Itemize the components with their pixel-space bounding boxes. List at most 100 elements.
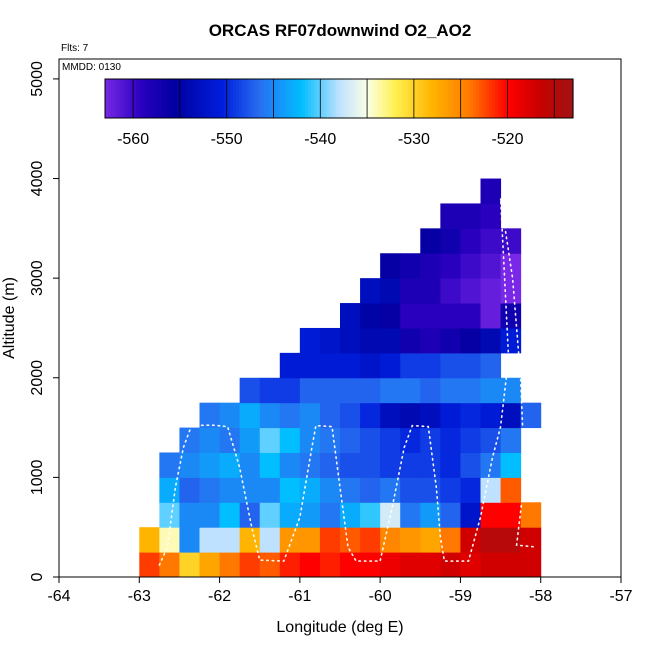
heatmap-cell-3-12 — [400, 477, 421, 503]
heatmap-cell-7-11 — [460, 377, 481, 404]
heatmap-cell-8-4 — [360, 352, 381, 379]
heatmap-cell-1-19 — [520, 527, 542, 553]
colorbar-segment-36 — [217, 79, 222, 118]
heatmap-cell-9-4 — [380, 327, 401, 354]
heatmap-cell-3-9 — [340, 477, 361, 503]
heatmap-cell-4-7 — [299, 452, 321, 478]
colorbar-segment-66 — [310, 79, 315, 118]
y-tick-label-5000: 5000 — [29, 61, 46, 97]
flight-track-line — [158, 198, 538, 566]
colorbar-segment-76 — [342, 79, 346, 118]
heatmap-cell-3-17 — [500, 477, 522, 503]
colorbar-segment-3 — [114, 79, 119, 118]
colorbar-segment-146 — [560, 79, 565, 118]
colorbar-segment-97 — [407, 79, 412, 118]
heatmap-cell-11-2 — [400, 278, 421, 304]
colorbar-segment-74 — [335, 79, 340, 118]
heatmap-cell-7-10 — [440, 377, 461, 404]
heatmap-cell-2-16 — [480, 502, 502, 528]
heatmap-cell-6-8 — [360, 402, 381, 429]
colorbar-tick-label-560: -560 — [117, 131, 149, 148]
colorbar-tick-label-540: -540 — [304, 131, 336, 148]
colorbar-segment-21 — [170, 79, 175, 118]
heatmap-cell-3-7 — [299, 477, 321, 503]
heatmap-cell-10-8 — [500, 303, 522, 329]
heatmap-cell-1-11 — [360, 527, 381, 553]
colorbar-segment-131 — [513, 79, 518, 118]
colorbar-segment-40 — [229, 79, 234, 118]
colorbar-segment-17 — [158, 79, 162, 118]
heatmap-cell-15-0 — [480, 178, 502, 204]
colorbar-segment-45 — [245, 79, 250, 118]
colorbar-segment-37 — [220, 79, 225, 118]
heatmap-cell-7-2 — [279, 377, 301, 404]
heatmap-cell-4-12 — [400, 452, 421, 478]
heatmap-cell-4-2 — [199, 452, 221, 478]
heatmap-cell-2-2 — [199, 502, 221, 528]
colorbar-segment-43 — [239, 79, 243, 118]
heatmap-cell-5-3 — [239, 427, 261, 453]
heatmap-cell-0-16 — [460, 552, 481, 578]
colorbar-segment-134 — [523, 79, 527, 118]
colorbar-segment-117 — [470, 79, 474, 118]
colorbar-segment-122 — [485, 79, 490, 118]
colorbar-segment-101 — [420, 79, 424, 118]
colorbar-segment-44 — [242, 79, 246, 118]
colorbar-segment-137 — [532, 79, 537, 118]
heatmap-cell-0-0 — [139, 552, 160, 578]
heatmap-cell-6-10 — [400, 402, 421, 429]
heatmap-cell-11-7 — [500, 278, 522, 304]
colorbar-segment-136 — [529, 79, 534, 118]
colorbar-segment-67 — [314, 79, 318, 118]
heatmap-cell-7-9 — [420, 377, 441, 404]
colorbar-segment-63 — [301, 79, 306, 118]
y-tick-label-0: 0 — [29, 572, 46, 581]
heatmap-cell-2-18 — [520, 502, 542, 528]
heatmap-cell-1-15 — [440, 527, 461, 553]
colorbar-segment-55 — [276, 79, 281, 118]
heatmap-cell-6-11 — [420, 402, 441, 429]
heatmap-cell-10-6 — [460, 303, 481, 329]
heatmap-cell-8-1 — [299, 352, 321, 379]
heatmap-cell-6-13 — [460, 402, 481, 429]
heatmap-cell-3-8 — [319, 477, 341, 503]
colorbar-segment-133 — [519, 79, 524, 118]
colorbar-segment-29 — [195, 79, 200, 118]
heatmap-cell-1-3 — [199, 527, 221, 553]
colorbar-segment-30 — [198, 79, 203, 118]
colorbar-segment-0 — [105, 79, 109, 118]
colorbar-segment-53 — [270, 79, 275, 118]
heatmap-cell-6-12 — [440, 402, 461, 429]
heatmap-cell-8-10 — [480, 352, 502, 379]
colorbar-segment-108 — [441, 79, 446, 118]
heatmap-cell-2-10 — [360, 502, 381, 528]
colorbar-segment-147 — [563, 79, 568, 118]
heatmap-cell-0-5 — [239, 552, 261, 578]
y-tick-label-4000: 4000 — [29, 161, 46, 197]
heatmap-cell-1-6 — [259, 527, 281, 553]
heatmap-cell-14-0 — [440, 203, 461, 229]
heatmap-cell-2-5 — [259, 502, 281, 528]
heatmap-cell-12-0 — [380, 253, 401, 279]
heatmap-cell-11-3 — [420, 278, 441, 304]
colorbar-segment-139 — [538, 79, 543, 118]
heatmap-cell-1-7 — [279, 527, 301, 553]
x-axis-label: Longitude (deg E) — [276, 619, 403, 636]
heatmap-cell-6-2 — [239, 402, 261, 429]
colorbar-segment-142 — [548, 79, 552, 118]
colorbar-segment-54 — [273, 79, 278, 118]
flight-track — [158, 198, 538, 566]
heatmap-cell-6-16 — [520, 402, 542, 429]
colorbar-segment-82 — [360, 79, 365, 118]
heatmap-cell-4-11 — [380, 452, 401, 478]
heatmap-cell-1-0 — [139, 527, 160, 553]
heatmap-cell-2-11 — [380, 502, 401, 528]
x-tick-label-63: -63 — [128, 588, 151, 605]
colorbar-segment-68 — [317, 79, 321, 118]
colorbar-segment-47 — [251, 79, 256, 118]
heatmap-cell-11-1 — [380, 278, 401, 304]
colorbar-segment-85 — [370, 79, 374, 118]
heatmap-cell-1-8 — [299, 527, 321, 553]
colorbar-segment-28 — [192, 79, 197, 118]
colorbar-segment-20 — [167, 79, 172, 118]
